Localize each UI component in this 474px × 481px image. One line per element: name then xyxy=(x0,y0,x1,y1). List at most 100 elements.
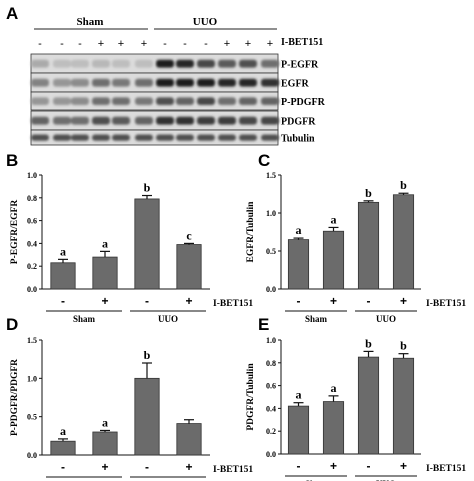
blot-band xyxy=(239,116,257,125)
panel-letter-d: D xyxy=(6,315,18,334)
y-tick-label: 1.0 xyxy=(266,336,276,345)
y-tick-label: 0.8 xyxy=(27,194,37,203)
bar xyxy=(134,377,160,456)
bar xyxy=(50,262,76,290)
bar xyxy=(92,256,118,290)
blot-band xyxy=(156,78,174,87)
blot-band xyxy=(239,78,257,87)
blot-band xyxy=(261,59,279,68)
y-tick-label: 1.5 xyxy=(266,171,276,180)
blot-band xyxy=(218,97,236,105)
blot-band xyxy=(112,59,130,68)
bar xyxy=(287,405,310,455)
blot-band xyxy=(53,97,71,105)
y-tick-label: 0.5 xyxy=(27,413,37,422)
bar xyxy=(92,431,118,456)
blot-band xyxy=(176,59,194,68)
treatment-label: I-BET151 xyxy=(426,464,466,474)
blot-band xyxy=(261,78,279,87)
blot-band xyxy=(176,134,194,141)
blot-band xyxy=(71,116,89,125)
blot-band xyxy=(92,59,110,68)
blot-band xyxy=(218,116,236,125)
blot-band xyxy=(112,134,130,141)
blot-label: Tubulin xyxy=(281,134,315,145)
blot-band xyxy=(156,97,174,105)
significance-letter: b xyxy=(400,339,407,353)
group-label-sham: Sham xyxy=(77,16,104,28)
bar xyxy=(176,244,202,290)
blot-band xyxy=(197,97,215,105)
blot-label: P-EGFR xyxy=(281,60,319,71)
panel-letter-e: E xyxy=(258,315,269,334)
x-sign-label: + xyxy=(101,294,108,308)
y-tick-label: 1.0 xyxy=(27,171,37,180)
blot-band xyxy=(261,97,279,105)
blot-band xyxy=(112,78,130,87)
blot-label: EGFR xyxy=(281,79,310,90)
western-blots: P-EGFR EGFR P-PDGFR PDGFR Tubulin xyxy=(30,53,326,146)
blot-band xyxy=(71,59,89,68)
significance-letter: a xyxy=(331,212,337,226)
y-tick-label: 0.5 xyxy=(266,247,276,256)
blot-band xyxy=(197,78,215,87)
x-sign-label: + xyxy=(330,459,337,473)
x-sign-label: + xyxy=(185,460,192,474)
blot-band xyxy=(135,78,153,87)
panel-letter-a: A xyxy=(6,4,18,23)
significance-letter: b xyxy=(365,336,372,350)
y-tick-label: 0.0 xyxy=(266,450,276,459)
y-tick-label: 0.8 xyxy=(266,359,276,368)
blot-egfr: EGFR xyxy=(30,72,310,93)
y-axis-label: PDGFR/Tubulin xyxy=(246,363,256,431)
group-label: Sham xyxy=(73,314,96,324)
significance-letter: b xyxy=(365,186,372,200)
y-axis-label: P-PDGFR/PDGFR xyxy=(10,359,20,436)
y-tick-label: 0.0 xyxy=(27,451,37,460)
bar xyxy=(357,201,380,290)
blot-band xyxy=(156,134,174,141)
y-tick-label: 0.6 xyxy=(266,382,276,391)
group-label: UUO xyxy=(158,314,178,324)
group-label: Sham xyxy=(305,479,328,481)
x-sign-label: + xyxy=(101,460,108,474)
lane-sign: + xyxy=(224,38,230,50)
blot-band xyxy=(135,116,153,125)
blot-band xyxy=(261,134,279,141)
lane-sign: - xyxy=(60,38,64,50)
blot-label: PDGFR xyxy=(281,117,316,128)
blot-label: P-PDGFR xyxy=(281,97,326,108)
group-label-uuo: UUO xyxy=(193,16,218,28)
blot-band xyxy=(239,59,257,68)
x-sign-label: - xyxy=(297,294,301,308)
significance-letter: a xyxy=(102,415,108,429)
y-tick-label: 1.0 xyxy=(27,374,37,383)
blot-band xyxy=(112,116,130,125)
significance-letter: a xyxy=(60,424,66,438)
bar xyxy=(322,230,345,290)
bar xyxy=(392,194,415,290)
blot-band xyxy=(218,59,236,68)
blot-band xyxy=(92,134,110,141)
blot-tubulin: Tubulin xyxy=(30,129,315,146)
blot-band xyxy=(31,59,49,68)
lane-sign: + xyxy=(245,38,251,50)
y-tick-label: 0.0 xyxy=(27,285,37,294)
blot-band xyxy=(176,97,194,105)
x-sign-label: + xyxy=(330,294,337,308)
bar xyxy=(50,440,76,456)
significance-letter: b xyxy=(144,181,151,195)
significance-letter: a xyxy=(60,244,66,258)
treatment-label: I-BET151 xyxy=(426,299,466,309)
blot-p-pdgfr: P-PDGFR xyxy=(30,91,326,111)
treatment-label: I-BET151 xyxy=(213,465,253,475)
blot-band xyxy=(92,116,110,125)
blot-band xyxy=(71,134,89,141)
y-tick-label: 1.0 xyxy=(266,209,276,218)
x-sign-label: - xyxy=(61,294,65,308)
bar xyxy=(287,239,310,290)
blot-band xyxy=(31,78,49,87)
y-tick-label: 1.5 xyxy=(27,336,37,345)
significance-letter: b xyxy=(144,348,151,362)
panel-b: B 0.0 0.2 0.4 0.6 0.8 1.0 P-EGFR/EGFR a - a + b - c + Sh… xyxy=(6,151,253,324)
